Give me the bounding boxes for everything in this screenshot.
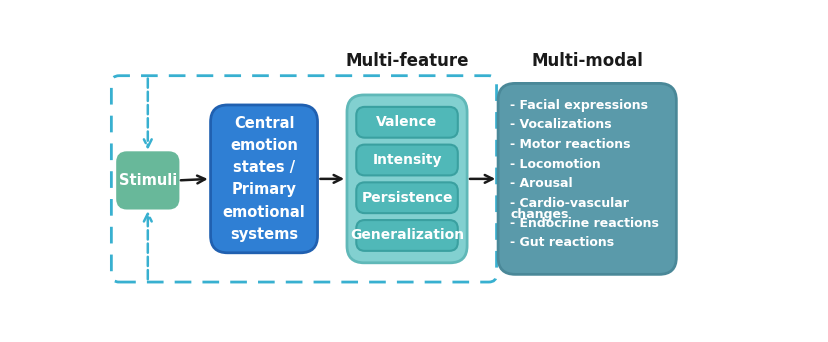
Text: Persistence: Persistence — [361, 191, 452, 205]
Text: - Locomotion: - Locomotion — [510, 158, 600, 171]
Text: - Endocrine reactions: - Endocrine reactions — [510, 216, 658, 229]
Text: Central
emotion
states /
Primary
emotional
systems: Central emotion states / Primary emotion… — [223, 116, 305, 242]
Text: Multi-modal: Multi-modal — [531, 52, 643, 70]
FancyBboxPatch shape — [498, 83, 676, 274]
Text: - Cardio-vascular: - Cardio-vascular — [510, 197, 628, 210]
Text: changes: changes — [510, 208, 568, 221]
Text: Intensity: Intensity — [372, 153, 441, 167]
Text: Multi-feature: Multi-feature — [345, 52, 468, 70]
FancyBboxPatch shape — [356, 220, 457, 251]
FancyBboxPatch shape — [347, 95, 466, 263]
FancyBboxPatch shape — [356, 107, 457, 138]
FancyBboxPatch shape — [356, 145, 457, 175]
Text: - Facial expressions: - Facial expressions — [510, 99, 647, 112]
FancyBboxPatch shape — [118, 153, 178, 208]
Text: - Gut reactions: - Gut reactions — [510, 236, 614, 249]
Text: - Motor reactions: - Motor reactions — [510, 138, 630, 151]
FancyBboxPatch shape — [210, 105, 317, 253]
Text: - Arousal: - Arousal — [510, 177, 572, 190]
Text: - Vocalizations: - Vocalizations — [510, 118, 611, 131]
Text: Stimuli: Stimuli — [118, 173, 176, 188]
Text: Generalization: Generalization — [349, 228, 464, 242]
FancyBboxPatch shape — [356, 182, 457, 213]
Text: Valence: Valence — [376, 115, 437, 129]
